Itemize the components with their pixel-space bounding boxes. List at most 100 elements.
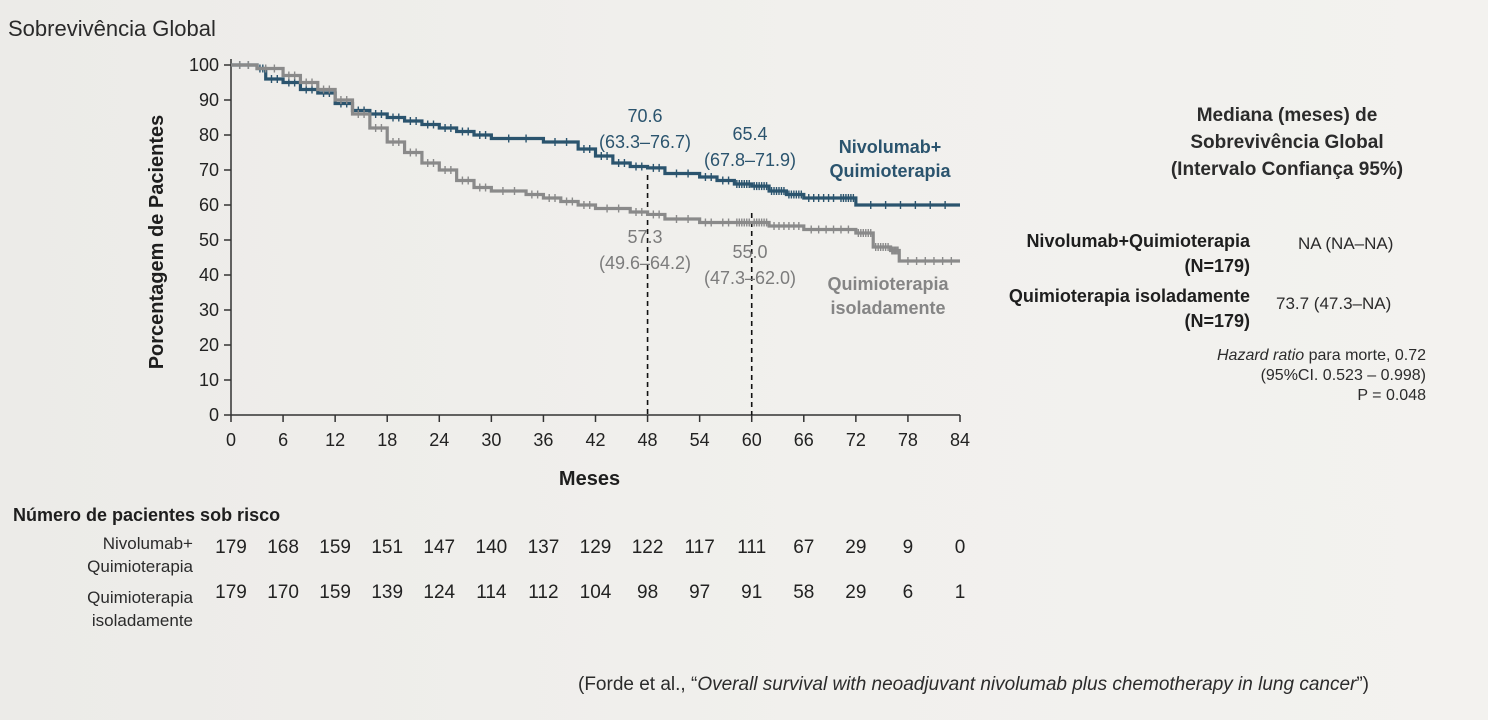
risk-value: 159 [319, 582, 351, 603]
risk-value: 124 [423, 582, 455, 603]
x-axis-label: Meses [559, 468, 620, 490]
risk-value: 117 [684, 537, 714, 558]
chart-axes: 0 10 20 30 40 50 60 70 80 90 100 0 6 12 18 24 30 36 42 48 54… [146, 55, 970, 490]
median-value: 57.3 [627, 227, 662, 247]
citation-title: Overall survival with neoadjuvant nivolu… [697, 674, 1357, 695]
risk-value: 104 [580, 582, 612, 603]
survival-curves [231, 61, 960, 265]
legend-title: Mediana (meses) de Sobrevivência Global … [1128, 102, 1446, 183]
median-annotations: 70.6 (63.3–76.7) 65.4 (67.8–71.9) 57.3 (49.6–… [599, 106, 796, 288]
y-tick-label: 20 [199, 335, 219, 355]
page-title: Sobrevivência Global [8, 16, 216, 41]
legend-value-quimio: 73.7 (47.3–NA) [1276, 294, 1392, 313]
citation: (Forde et al., “Overall survival with ne… [578, 674, 1369, 696]
hazard-ratio-italic: Hazard ratio [1217, 347, 1305, 364]
hazard-ratio-block: Hazard ratio para morte, 0.72 (95%CI. 0.… [1100, 346, 1426, 406]
y-axis-label: Porcentagem de Pacientes [146, 115, 168, 370]
risk-value: 122 [632, 537, 664, 558]
median-value: 65.4 [732, 124, 767, 144]
risk-value: 179 [215, 582, 247, 603]
median-ci: (67.8–71.9) [704, 150, 796, 170]
x-tick-label: 18 [377, 430, 397, 450]
legend-label-nivolumab: Nivolumab+Quimioterapia (N=179) [940, 229, 1250, 279]
y-tick-label: 100 [189, 55, 219, 75]
risk-value: 1 [955, 582, 966, 603]
risk-value: 98 [637, 582, 658, 603]
citation-suffix: ”) [1356, 674, 1370, 695]
legend-label-line: Nivolumab+Quimioterapia [1026, 231, 1250, 251]
median-value: 55.0 [732, 242, 767, 262]
median-ci: (47.3–62.0) [704, 268, 796, 288]
y-tick-label: 40 [199, 265, 219, 285]
legend-title-line: (Intervalo Confiança 95%) [1170, 159, 1404, 180]
legend-label-line: (N=179) [1184, 311, 1250, 331]
risk-label-line: Quimioterapia [87, 588, 193, 607]
risk-value: 91 [741, 582, 762, 603]
x-tick-label: 30 [481, 430, 501, 450]
y-tick-label: 90 [199, 90, 219, 110]
risk-value: 97 [689, 582, 710, 603]
risk-value: 170 [267, 582, 299, 603]
legend-label-quimio: Quimioterapia isoladamente (N=179) [940, 284, 1250, 334]
risk-value: 137 [528, 537, 560, 558]
x-tick-label: 36 [533, 430, 553, 450]
x-tick-label: 42 [585, 430, 605, 450]
x-tick-label: 54 [690, 430, 710, 450]
x-tick-label: 72 [846, 430, 866, 450]
risk-table-values: 179 168 159 151 147 140 137 129 122 117 111 67 29 9 01… [215, 537, 965, 603]
risk-row-label-nivolumab: Nivolumab+ Quimioterapia [13, 532, 193, 578]
reference-lines [646, 175, 753, 415]
p-value: P = 0.048 [1357, 387, 1426, 404]
risk-label-line: isoladamente [91, 611, 193, 630]
risk-value: 179 [215, 537, 247, 558]
risk-row-label-quimio: Quimioterapia isoladamente [13, 586, 193, 632]
x-tick-label: 24 [429, 430, 449, 450]
x-tick-label: 84 [950, 430, 970, 450]
risk-value: 67 [793, 537, 814, 558]
risk-value: 0 [955, 537, 966, 558]
x-tick-label: 12 [325, 430, 345, 450]
y-tick-label: 10 [199, 370, 219, 390]
risk-value: 147 [423, 537, 455, 558]
x-tick-label: 66 [794, 430, 814, 450]
risk-value: 168 [267, 537, 299, 558]
x-tick-label: 78 [898, 430, 918, 450]
series-label-quimioterapia: Quimioterapia [827, 274, 949, 294]
series-label-nivolumab: Quimioterapia [829, 161, 951, 181]
series-label-nivolumab: Nivolumab+ [839, 137, 942, 157]
legend-value-nivolumab: NA (NA–NA) [1298, 234, 1394, 253]
y-tick-label: 70 [199, 160, 219, 180]
y-tick-label: 80 [199, 125, 219, 145]
risk-value: 58 [793, 582, 814, 603]
median-ci: (63.3–76.7) [599, 132, 691, 152]
risk-value: 140 [476, 537, 508, 558]
citation-prefix: (Forde et al., “ [578, 674, 698, 695]
x-tick-label: 6 [278, 430, 288, 450]
hazard-ratio-line: Hazard ratio para morte, 0.72 [1100, 346, 1426, 366]
median-value: 70.6 [627, 106, 662, 126]
risk-value: 112 [528, 582, 558, 603]
y-tick-label: 60 [199, 195, 219, 215]
y-tick-label: 0 [209, 405, 219, 425]
legend-label-line: (N=179) [1184, 256, 1250, 276]
x-tick-label: 60 [742, 430, 762, 450]
confidence-interval: (95%CI. 0.523 – 0.998) [1260, 367, 1426, 384]
x-tick-label: 0 [226, 430, 236, 450]
risk-value: 139 [371, 582, 403, 603]
risk-value: 114 [476, 582, 507, 603]
risk-table-title: Número de pacientes sob risco [13, 505, 281, 525]
series-label-quimioterapia: isoladamente [830, 298, 945, 318]
legend-title-line: Sobrevivência Global [1190, 132, 1384, 153]
risk-value: 111 [737, 537, 766, 558]
hazard-ratio-text: para morte, 0.72 [1304, 347, 1426, 364]
x-tick-label: 48 [638, 430, 658, 450]
median-ci: (49.6–64.2) [599, 253, 691, 273]
legend-title-line: Mediana (meses) de [1196, 105, 1378, 126]
risk-value: 6 [903, 582, 914, 603]
risk-value: 159 [319, 537, 351, 558]
survival-curve-nivolumab [231, 63, 960, 207]
risk-value: 129 [580, 537, 612, 558]
risk-value: 9 [903, 537, 914, 558]
legend-label-line: Quimioterapia isoladamente [1008, 286, 1250, 306]
